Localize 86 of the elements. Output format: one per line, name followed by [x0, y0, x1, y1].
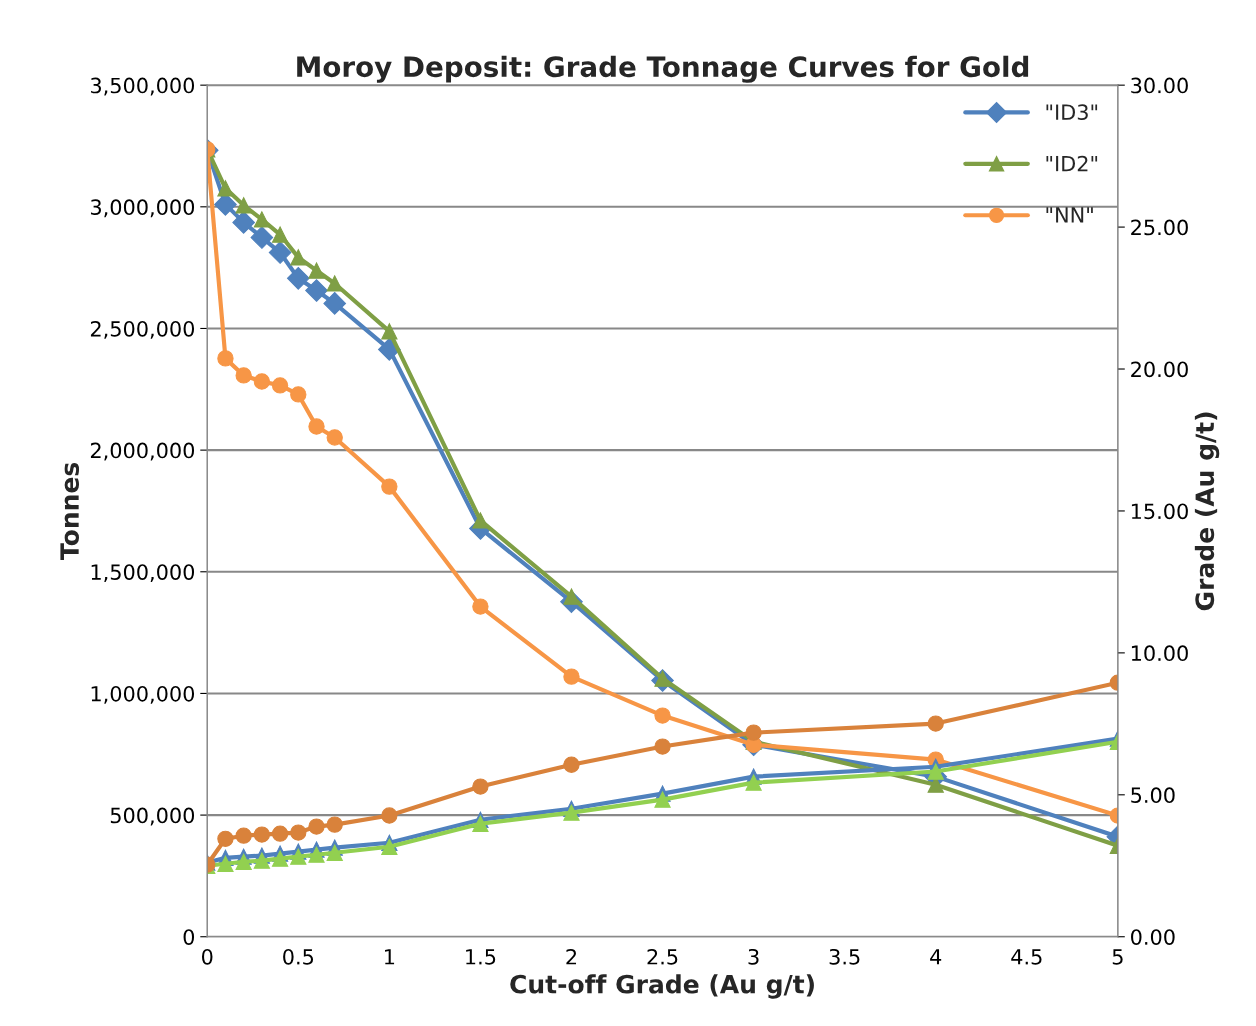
point — [253, 373, 271, 390]
x-tick-label: 3 — [748, 948, 759, 965]
y2-tick-label: 10.00 — [1131, 645, 1188, 662]
point — [271, 226, 289, 243]
point — [253, 852, 271, 869]
point — [326, 275, 343, 292]
point — [381, 807, 398, 824]
y-tick-label: 500,000 — [110, 807, 195, 826]
point — [323, 292, 347, 315]
x-tick-label: 2 — [566, 948, 577, 965]
point — [326, 844, 343, 861]
point — [326, 816, 343, 833]
point — [253, 826, 271, 843]
legend-label: "ID3" — [1046, 104, 1098, 121]
point — [286, 267, 310, 290]
y-tick-label: 1,000,000 — [91, 685, 195, 704]
x-tick-label: 5 — [1112, 949, 1123, 965]
point — [235, 367, 252, 384]
x-tick-label: 2.5 — [647, 948, 678, 965]
point — [745, 774, 762, 791]
point — [271, 377, 289, 394]
y-tick-label: 3,000,000 — [90, 199, 195, 218]
point — [290, 386, 307, 403]
point — [235, 853, 252, 870]
point — [308, 262, 325, 279]
point — [308, 818, 325, 835]
point — [308, 846, 325, 863]
point — [472, 512, 489, 529]
x-tick-label: 4.5 — [1011, 949, 1042, 965]
point — [326, 429, 343, 446]
point — [381, 478, 398, 495]
point — [271, 825, 289, 842]
point — [290, 249, 307, 266]
legend-label: "NN" — [1046, 207, 1093, 223]
point — [563, 756, 580, 773]
x-tick-label: 1 — [385, 949, 395, 965]
point — [290, 824, 307, 841]
point — [235, 197, 252, 214]
point — [290, 848, 307, 865]
point — [654, 791, 671, 808]
point — [563, 804, 580, 821]
point — [305, 279, 328, 302]
point — [381, 838, 398, 855]
legend-label: "ID2" — [1046, 155, 1098, 172]
x-tick-label: 0 — [201, 948, 213, 965]
x-tick-label: 4 — [930, 949, 942, 965]
y2-tick-label: 15.00 — [1131, 503, 1188, 520]
point — [927, 715, 944, 732]
y2-tick-label: 20.00 — [1131, 361, 1188, 378]
y2-tick-label: 25.00 — [1131, 219, 1188, 236]
point — [472, 778, 489, 795]
point — [232, 211, 255, 234]
y-tick-label: 1,500,000 — [91, 564, 195, 583]
point — [268, 241, 292, 264]
point — [381, 323, 398, 340]
y-tick-label: 0 — [183, 929, 195, 945]
x-axis-title: Cut-off Grade (Au g/t) — [510, 974, 814, 999]
point — [217, 855, 234, 872]
y2-tick-label: 0.00 — [1131, 929, 1175, 945]
point — [927, 763, 944, 780]
x-tick-label: 3.5 — [829, 948, 860, 965]
y-tick-label: 2,000,000 — [90, 442, 195, 461]
point — [308, 418, 325, 435]
point — [271, 850, 289, 867]
point — [217, 180, 234, 197]
point — [745, 724, 762, 741]
x-tick-label: 0.5 — [283, 948, 314, 965]
point — [235, 827, 252, 844]
point — [654, 738, 671, 755]
point — [253, 211, 271, 228]
point — [654, 707, 671, 724]
y2-axis-title: Grade (Au g/t) — [1194, 412, 1220, 611]
point — [217, 830, 234, 847]
y-axis-title: Tonnes — [60, 462, 80, 560]
point — [214, 193, 237, 216]
point — [563, 668, 580, 685]
point — [472, 815, 489, 832]
y2-tick-label: 30.00 — [1131, 77, 1188, 94]
x-tick-label: 1.5 — [466, 949, 496, 965]
y-tick-label: 2,500,000 — [90, 320, 195, 339]
y-tick-label: 3,500,000 — [90, 77, 195, 96]
point — [250, 226, 274, 249]
y2-tick-label: 5.00 — [1131, 787, 1175, 804]
chart-title: Moroy Deposit: Grade Tonnage Curves for Gold — [297, 55, 1029, 83]
point — [472, 598, 489, 615]
point — [217, 350, 234, 367]
